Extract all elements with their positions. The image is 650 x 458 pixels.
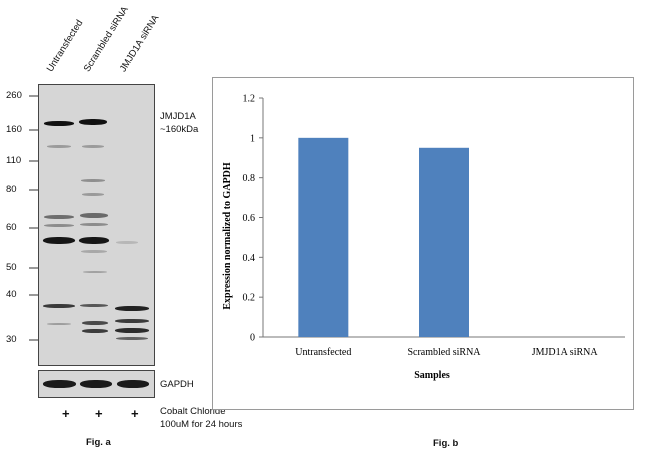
mw-marker-40: 40 [6,289,17,300]
x-tick-label: Untransfected [295,347,351,358]
y-tick-label: 0.2 [243,293,256,304]
lane-label-jmjd1a: JMJD1A siRNA [117,13,162,74]
mw-marker-160: 160 [6,124,22,135]
lane-label-untransfected: Untransfected [44,18,86,74]
mw-marker-80: 80 [6,184,17,195]
band-jmjd1a-lane2 [79,119,107,125]
treatment-label: Cobalt Chloride [160,406,226,417]
y-tick-label: 0.4 [243,253,256,264]
figure-caption-a: Fig. a [86,437,111,448]
y-tick-label: 0 [250,333,255,344]
mw-marker-260: 260 [6,90,22,101]
mw-marker-110: 110 [6,155,22,166]
x-tick-label: Scrambled siRNA [407,347,481,358]
treatment-plus-lane1: + [62,406,70,421]
mw-tick-marks [29,95,39,341]
treatment-condition: 100uM for 24 hours [160,419,243,430]
y-tick-label: 0.6 [243,213,256,224]
mw-marker-50: 50 [6,262,17,273]
y-tick-label: 0.8 [243,173,256,184]
treatment-plus-lane3: + [131,406,139,421]
x-axis-title: Samples [414,370,450,381]
main-blot-image [38,84,155,366]
bar-scrambled-sirna [419,147,469,337]
x-tick-label: JMJD1A siRNA [532,347,599,358]
y-tick-label: 1.2 [243,94,256,105]
mw-marker-60: 60 [6,222,17,233]
target-mw-label: ~160kDa [160,124,199,135]
y-axis-title: Expression normalized to GAPDH [222,162,233,310]
bar-untransfected [298,137,349,337]
treatment-plus-lane2: + [95,406,103,421]
loading-control-label: GAPDH [160,379,194,390]
bar-chart: 0 0.2 0.4 0.6 0.8 1 1.2 Untransfected Scrambled… [222,94,625,381]
mw-marker-30: 30 [6,334,17,345]
target-protein-label: JMJD1A [160,111,196,122]
bar-chart-frame: 0 0.2 0.4 0.6 0.8 1 1.2 Untransfected Scrambled… [212,77,634,410]
band-jmjd1a-lane1 [44,121,74,126]
y-tick-label: 1 [250,133,255,144]
gapdh-blot-image [38,370,155,398]
figure-caption-b: Fig. b [433,438,459,449]
